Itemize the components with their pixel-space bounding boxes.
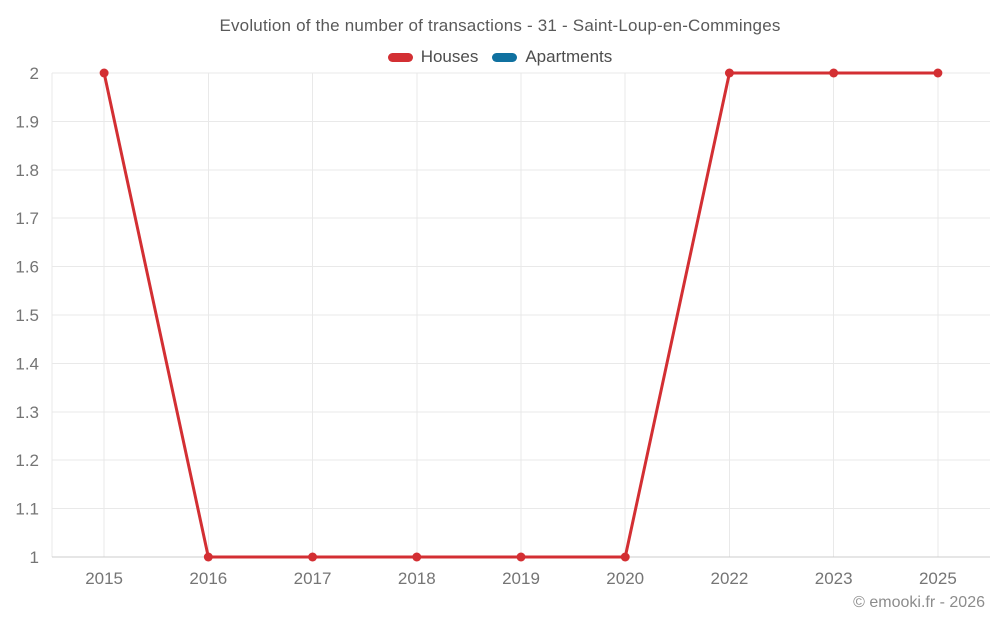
legend-item-houses[interactable]: Houses: [387, 47, 479, 67]
y-tick-label: 1.9: [15, 112, 39, 131]
houses-data-point: [516, 552, 526, 562]
y-tick-label: 1.7: [15, 209, 39, 228]
y-tick-label: 1: [30, 548, 39, 567]
x-tick-label: 2017: [294, 569, 332, 588]
x-tick-label: 2022: [711, 569, 749, 588]
y-tick-label: 1.4: [15, 354, 39, 373]
houses-swatch-icon: [387, 52, 413, 62]
y-tick-label: 2: [30, 64, 39, 83]
houses-data-point: [620, 552, 630, 562]
y-tick-label: 1.6: [15, 258, 39, 277]
x-tick-label: 2015: [85, 569, 123, 588]
legend: Houses Apartments: [0, 46, 1000, 68]
apartments-swatch-icon: [492, 52, 518, 62]
x-tick-label: 2023: [815, 569, 853, 588]
y-tick-label: 1.1: [15, 500, 39, 519]
houses-data-point: [933, 68, 943, 78]
houses-data-point: [724, 68, 734, 78]
x-tick-label: 2018: [398, 569, 436, 588]
houses-data-point: [203, 552, 213, 562]
houses-data-point: [99, 68, 109, 78]
houses-legend-label: Houses: [420, 47, 479, 66]
x-tick-label: 2016: [189, 569, 227, 588]
x-tick-label: 2025: [919, 569, 957, 588]
copyright-text: © emooki.fr - 2026: [853, 594, 985, 611]
houses-data-point: [829, 68, 839, 78]
x-tick-label: 2020: [606, 569, 644, 588]
legend-item-apartments[interactable]: Apartments: [492, 47, 612, 67]
x-tick-label: 2019: [502, 569, 540, 588]
chart-title: Evolution of the number of transactions …: [219, 16, 781, 35]
apartments-legend-label: Apartments: [525, 47, 613, 66]
y-tick-label: 1.3: [15, 403, 39, 422]
houses-data-point: [412, 552, 422, 562]
houses-data-point: [308, 552, 318, 562]
y-tick-label: 1.2: [15, 451, 39, 470]
y-tick-label: 1.8: [15, 161, 39, 180]
y-tick-label: 1.5: [15, 306, 39, 325]
